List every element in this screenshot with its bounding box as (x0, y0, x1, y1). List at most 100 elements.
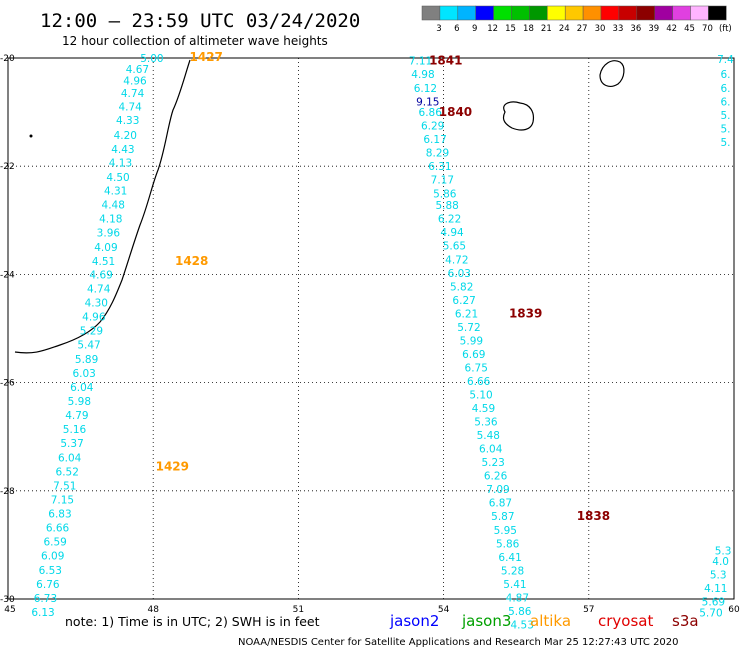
swh-value: 5.86 (433, 188, 457, 200)
swh-value: 5.89 (75, 354, 98, 366)
swh-value: 4.96 (82, 312, 106, 324)
colorbar-swatch (457, 5, 476, 21)
colorbar-label: 18 (523, 24, 534, 34)
colorbar-swatch (672, 5, 691, 21)
swh-value: 5.72 (457, 322, 480, 334)
pass-time-label: 1839 (509, 306, 542, 320)
madagascar-coastline (14, 59, 191, 354)
colorbar-label: 15 (505, 24, 516, 34)
swh-value: 6.69 (462, 349, 485, 361)
swh-value: 6.29 (421, 121, 444, 133)
colorbar-legend: 3 6 9 12 15 18 21 24 27 30 33 36 39 42 45 70 (ft) (421, 5, 732, 34)
pass-time-label: 1840 (439, 105, 472, 119)
swh-value: 7.4 (717, 54, 734, 66)
colorbar-label: 70 (702, 24, 713, 34)
colorbar-label: (ft) (719, 24, 732, 34)
swh-value: 6.09 (41, 551, 64, 563)
swh-value: 4.33 (116, 115, 139, 127)
swh-value: 5.65 (443, 241, 466, 253)
swh-value: 5.87 (491, 511, 514, 523)
swh-value: 6.04 (58, 452, 82, 464)
lon-tick-label: 57 (583, 605, 594, 615)
satellite-legend-s3a: s3a (672, 612, 699, 630)
swh-value: 5.3 (710, 570, 727, 582)
lat-tick-label: -26 (0, 379, 15, 389)
colorbar-swatch (564, 5, 584, 21)
swh-value: 6.04 (70, 382, 94, 394)
reunion-island (502, 101, 535, 131)
colorbar-label: 30 (595, 24, 606, 34)
swh-value: 4.74 (87, 283, 111, 295)
swh-value: 6.87 (489, 498, 512, 510)
swh-value: 4.69 (89, 269, 112, 281)
swh-value: 5.10 (469, 390, 492, 402)
lon-tick-label: 60 (728, 605, 740, 615)
swh-value: 6.75 (465, 362, 488, 374)
swh-value: 4.18 (99, 214, 122, 226)
colorbar-swatch (600, 5, 620, 21)
swh-value: 6.12 (414, 83, 437, 95)
swh-value: 4.30 (85, 298, 108, 310)
swh-value: 5. (720, 110, 730, 122)
swh-value: 6.76 (36, 579, 60, 591)
swh-value: 5.16 (63, 424, 87, 436)
pass-time-label: 1429 (156, 459, 189, 473)
swh-value: 6.21 (455, 308, 478, 320)
swh-value: 6.17 (423, 134, 446, 146)
colorbar-swatch (529, 5, 548, 21)
footer-credit: NOAA/NESDIS Center for Satellite Applica… (238, 637, 679, 648)
swh-value: 4.94 (440, 227, 464, 239)
colorbar-swatch (708, 5, 727, 21)
swh-value: 5.99 (460, 335, 483, 347)
plot-area: 45 48 51 54 57 60-20-22-24-26-28-30 5.004.674… (0, 50, 740, 632)
colorbar-swatch (582, 5, 602, 21)
swh-value: 5.88 (435, 200, 458, 212)
swh-value: 8.29 (426, 148, 449, 160)
pass-time-label: 1427 (190, 50, 223, 64)
swh-value: 6. (720, 96, 730, 108)
pass-time-label: 1428 (175, 254, 208, 268)
swh-value: 6.66 (467, 376, 491, 388)
swh-value: 5.70 (699, 608, 722, 620)
swh-value: 6.03 (72, 368, 95, 380)
colorbar-label: 3 (436, 24, 441, 34)
colorbar-swatch (690, 5, 709, 21)
swh-value: 4.50 (106, 172, 129, 184)
swh-value: 4.74 (121, 88, 145, 100)
swh-value: 4.67 (126, 64, 149, 76)
swh-value: 6.86 (419, 107, 443, 119)
swh-value: 4.09 (94, 242, 117, 254)
colorbar-label: 21 (541, 24, 552, 34)
swh-value: 4.53 (511, 619, 534, 631)
pass-time-label: 1838 (577, 509, 610, 523)
swh-value: 4.11 (704, 583, 727, 595)
colorbar-label: 9 (472, 24, 477, 34)
swh-value: 4.20 (114, 130, 137, 142)
swh-value: 4.48 (102, 200, 125, 212)
swh-value: 4.79 (65, 410, 88, 422)
swh-value: 4.72 (445, 254, 468, 266)
satellite-legend-jason2: jason2 (389, 612, 439, 630)
swh-value: 6.66 (46, 523, 70, 535)
colorbar-swatch (654, 5, 673, 21)
mauritius-island (599, 60, 625, 87)
colorbar-label: 6 (454, 24, 459, 34)
swh-value: 6.27 (452, 295, 475, 307)
swh-value: 5.82 (450, 281, 473, 293)
swh-value: 4.96 (123, 76, 147, 88)
colorbar-label: 12 (487, 24, 498, 34)
colorbar-swatch (493, 5, 512, 21)
swh-value: 6.59 (43, 537, 66, 549)
swh-value: 6. (720, 69, 730, 81)
colorbar-swatch (618, 5, 638, 21)
swh-value: 6.13 (31, 607, 54, 619)
colorbar-label: 33 (613, 24, 624, 34)
swh-value: 5.69 (702, 597, 725, 609)
swh-value: 5.00 (140, 53, 163, 65)
pass-time-labels: 1427 1428 1429 1841 1840 1839 1838 (156, 50, 610, 523)
swh-value: 6.53 (39, 565, 62, 577)
swh-value: 6.03 (448, 268, 471, 280)
swh-value: 5.37 (60, 438, 83, 450)
swh-values: 5.004.674.964.744.744.334.204.434.134.50… (31, 53, 734, 631)
